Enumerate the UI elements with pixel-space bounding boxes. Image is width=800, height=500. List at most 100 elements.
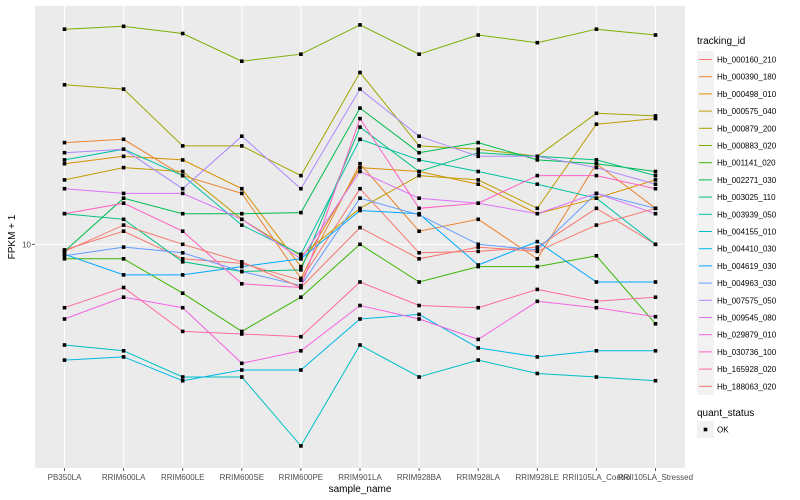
data-point bbox=[299, 276, 303, 281]
data-point bbox=[240, 361, 244, 366]
shape-legend: OK bbox=[697, 421, 729, 438]
data-point bbox=[358, 303, 362, 308]
data-point bbox=[240, 368, 244, 372]
data-point bbox=[121, 191, 126, 196]
data-point bbox=[417, 303, 421, 308]
data-point bbox=[121, 245, 126, 249]
data-point bbox=[180, 229, 185, 233]
data-point bbox=[62, 343, 67, 347]
data-point bbox=[653, 178, 658, 182]
data-point bbox=[121, 273, 126, 277]
data-point bbox=[62, 83, 67, 87]
data-point bbox=[653, 169, 658, 174]
data-point bbox=[653, 349, 658, 353]
data-point bbox=[240, 59, 244, 63]
shape-legend-title: quant_status bbox=[697, 408, 754, 419]
legend: Hb_000160_210 Hb_000390_180 Hb_000498_010 H… bbox=[697, 51, 777, 395]
data-point bbox=[417, 169, 421, 174]
data-point bbox=[180, 144, 185, 148]
data-point bbox=[121, 355, 126, 359]
legend-label: Hb_030736_100 bbox=[717, 348, 777, 357]
data-point bbox=[358, 70, 362, 75]
data-point bbox=[653, 173, 658, 178]
data-point bbox=[476, 33, 480, 37]
x-tick-label: RRIM600LE bbox=[161, 473, 205, 482]
data-point bbox=[180, 31, 185, 36]
data-point bbox=[594, 196, 599, 200]
x-tick-label: RRIM928BA bbox=[397, 473, 442, 482]
x-axis-ticks: PB350LA RRIM600LA RRIM600LE RRIM600SE RRIM60… bbox=[48, 468, 693, 482]
data-point bbox=[535, 257, 540, 261]
data-points bbox=[62, 23, 658, 448]
data-point bbox=[62, 305, 67, 310]
data-point bbox=[62, 178, 67, 182]
data-point bbox=[240, 223, 244, 227]
data-point bbox=[121, 154, 126, 159]
data-point bbox=[653, 211, 658, 216]
data-point bbox=[299, 285, 303, 290]
data-point bbox=[180, 257, 185, 261]
data-point bbox=[358, 169, 362, 174]
data-point bbox=[417, 317, 421, 321]
data-point bbox=[121, 137, 126, 142]
y-axis-ticks: 10 bbox=[22, 240, 35, 249]
data-point bbox=[240, 332, 244, 336]
data-point bbox=[417, 375, 421, 379]
data-point bbox=[594, 206, 599, 211]
data-point bbox=[299, 334, 303, 339]
data-point bbox=[299, 444, 303, 448]
data-point bbox=[476, 147, 480, 151]
x-tick-label: RRIM600LA bbox=[102, 473, 146, 482]
data-point bbox=[535, 299, 540, 304]
data-point bbox=[62, 358, 67, 362]
data-point bbox=[299, 210, 303, 215]
data-point bbox=[594, 299, 599, 304]
data-point bbox=[417, 251, 421, 255]
data-point bbox=[535, 371, 540, 376]
data-point bbox=[299, 186, 303, 191]
data-point bbox=[594, 375, 599, 379]
data-point bbox=[653, 295, 658, 299]
data-point bbox=[240, 186, 244, 191]
legend-label: Hb_000160_210 bbox=[717, 56, 777, 65]
data-point bbox=[358, 206, 362, 211]
data-point bbox=[180, 378, 185, 383]
data-point bbox=[358, 125, 362, 129]
data-point bbox=[358, 225, 362, 230]
legend-label: Hb_165928_020 bbox=[717, 365, 777, 374]
data-point bbox=[653, 33, 658, 37]
data-point bbox=[594, 122, 599, 126]
data-point bbox=[240, 375, 244, 379]
data-point bbox=[358, 317, 362, 321]
data-point bbox=[121, 295, 126, 299]
data-point bbox=[180, 211, 185, 216]
x-axis-title: sample_name bbox=[329, 484, 392, 495]
data-point bbox=[417, 52, 421, 56]
x-tick-label: RRIM600PE bbox=[279, 473, 323, 482]
data-point bbox=[417, 196, 421, 200]
data-point bbox=[476, 201, 480, 205]
data-point bbox=[417, 150, 421, 155]
data-point bbox=[180, 305, 185, 310]
data-point bbox=[594, 280, 599, 284]
data-point bbox=[121, 217, 126, 222]
data-point bbox=[476, 140, 480, 145]
legend-label: Hb_004619_030 bbox=[717, 262, 777, 271]
data-point bbox=[180, 260, 185, 264]
data-point bbox=[417, 173, 421, 178]
data-point bbox=[299, 264, 303, 269]
data-point bbox=[417, 158, 421, 162]
shape-legend-label: OK bbox=[717, 426, 729, 435]
legend-label: Hb_188063_020 bbox=[717, 382, 777, 391]
data-point bbox=[62, 257, 67, 261]
data-point bbox=[299, 283, 303, 288]
data-point bbox=[594, 254, 599, 258]
data-point bbox=[240, 264, 244, 269]
data-point bbox=[653, 378, 658, 383]
data-point bbox=[594, 349, 599, 353]
data-point bbox=[535, 158, 540, 162]
data-point bbox=[653, 280, 658, 284]
data-point bbox=[240, 144, 244, 148]
data-point bbox=[299, 295, 303, 299]
